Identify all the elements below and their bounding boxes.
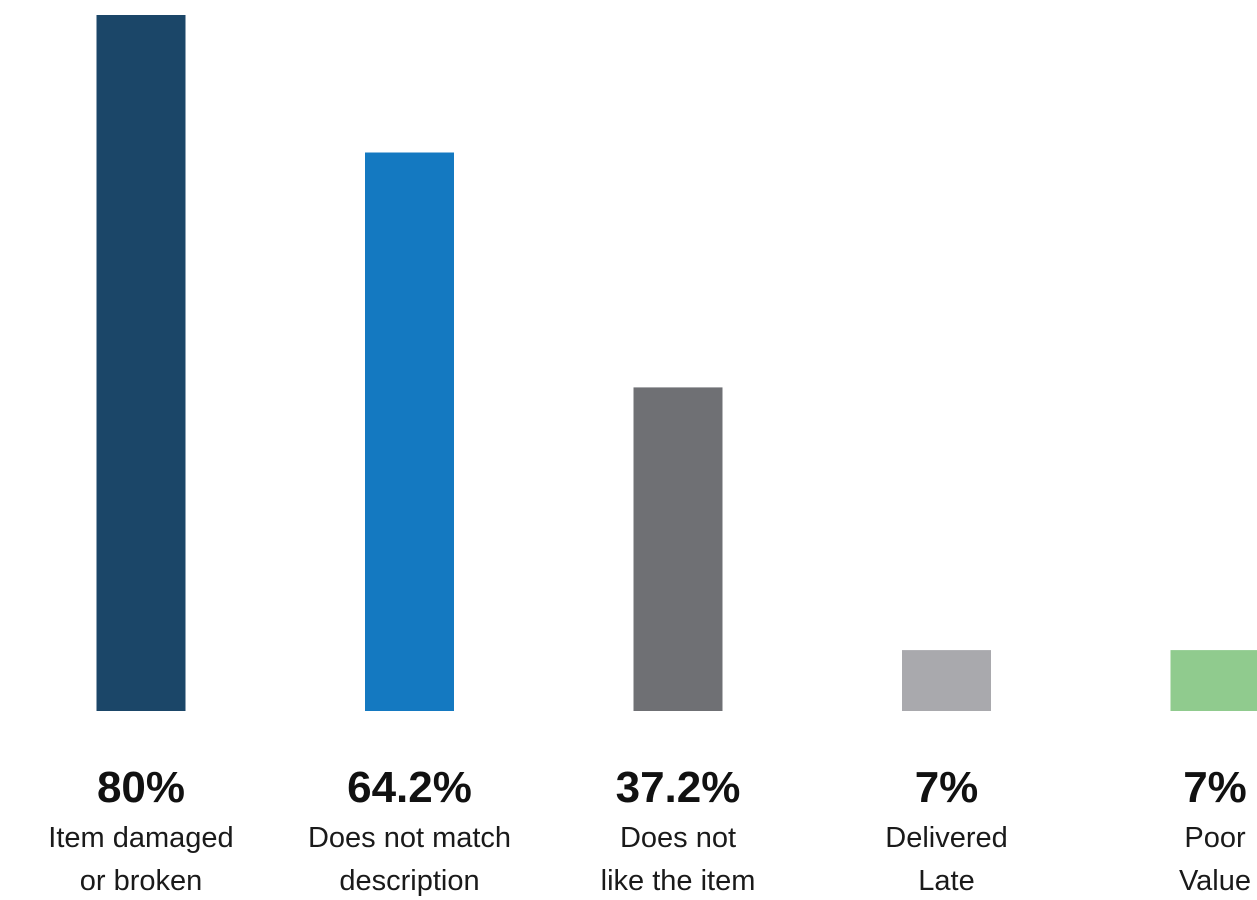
- category-label-4-line-1: Value: [1179, 865, 1251, 897]
- category-label-4-line-0: Poor: [1184, 822, 1246, 854]
- value-label-4: 7%: [1183, 763, 1247, 812]
- category-label-0-line-0: Item damaged: [48, 822, 233, 854]
- category-label-2-line-1: like the item: [601, 865, 756, 897]
- category-label-3-line-0: Delivered: [885, 822, 1008, 854]
- bar-2: [633, 387, 723, 711]
- value-label-0: 80%: [97, 763, 185, 812]
- category-label-3-line-1: Late: [918, 865, 974, 897]
- value-label-2: 37.2%: [616, 763, 741, 812]
- bar-1: [365, 152, 454, 711]
- category-label-1-line-1: description: [339, 865, 479, 897]
- category-label-1-line-0: Does not match: [308, 822, 511, 854]
- bars-group: [96, 15, 1257, 711]
- category-label-0-line-1: or broken: [80, 865, 203, 897]
- labels-group: 80% Item damaged or broken 64.2% Does not ma…: [48, 763, 1251, 897]
- bar-0: [96, 15, 186, 711]
- category-label-2-line-0: Does not: [620, 822, 736, 854]
- value-label-3: 7%: [915, 763, 979, 812]
- value-label-1: 64.2%: [347, 763, 472, 812]
- bar-4: [1170, 650, 1257, 711]
- bar-3: [902, 650, 991, 711]
